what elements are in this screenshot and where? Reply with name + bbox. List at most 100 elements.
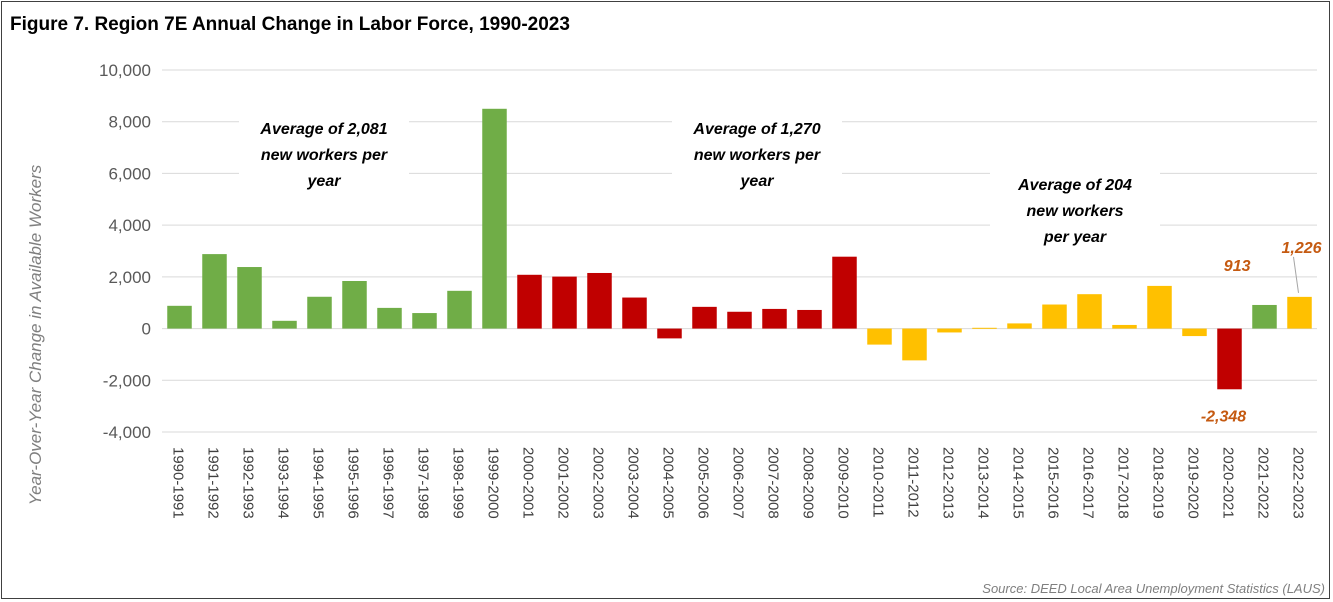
period-average-note: Average of 1,270 new workers per year <box>672 114 842 196</box>
note-line: new workers per <box>261 147 388 164</box>
leader-line <box>1293 256 1299 293</box>
bar <box>762 308 787 329</box>
bar <box>1217 328 1242 390</box>
y-tick-label: 8,000 <box>108 113 151 132</box>
bar <box>1007 323 1032 329</box>
x-tick-label: 2014-2015 <box>1010 447 1027 519</box>
x-tick-label: 1999-2000 <box>485 447 502 519</box>
note-line: per year <box>1043 229 1107 246</box>
note-background <box>672 114 842 196</box>
data-label: 913 <box>1224 258 1251 275</box>
x-tick-label: 1993-1994 <box>275 447 292 519</box>
note-line: new workers per <box>694 147 821 164</box>
bar <box>342 280 367 329</box>
bar <box>937 328 962 333</box>
bar <box>237 267 262 329</box>
y-tick-label: -2,000 <box>103 371 151 390</box>
bar <box>1077 294 1102 329</box>
y-tick-label: -4,000 <box>103 423 151 442</box>
bar <box>447 290 472 329</box>
bar <box>1182 328 1207 337</box>
bar <box>167 305 192 329</box>
bar <box>412 313 437 329</box>
note-line: Average of 1,270 <box>692 121 820 138</box>
bar <box>832 256 857 329</box>
note-background <box>239 114 409 196</box>
data-labels: -2,348 913 1,226 <box>1201 240 1322 425</box>
x-tick-label: 1995-1996 <box>345 447 362 519</box>
bar <box>1147 285 1172 329</box>
x-tick-label: 2008-2009 <box>800 447 817 519</box>
x-axis-tick-labels: 1990-1991 1991-1992 1992-1993 1993-1994 1994… <box>170 447 1307 519</box>
x-tick-label: 2017-2018 <box>1115 447 1132 519</box>
y-tick-label: 2,000 <box>108 268 151 287</box>
x-tick-label: 1991-1992 <box>205 447 222 519</box>
x-tick-label: 1992-1993 <box>240 447 257 519</box>
bar <box>657 328 682 339</box>
bar <box>552 276 577 329</box>
x-tick-label: 2011-2012 <box>905 447 922 518</box>
x-tick-label: 1990-1991 <box>170 447 187 519</box>
x-tick-label: 2002-2003 <box>590 447 607 519</box>
x-tick-label: 2015-2016 <box>1045 447 1062 519</box>
x-tick-label: 2004-2005 <box>660 447 677 519</box>
bar <box>1252 304 1277 329</box>
x-tick-label: 2001-2002 <box>555 447 572 519</box>
x-tick-label: 1996-1997 <box>380 447 397 519</box>
x-tick-label: 2020-2021 <box>1220 447 1237 519</box>
x-tick-label: 2013-2014 <box>975 447 992 519</box>
note-line: Average of 2,081 <box>259 121 387 138</box>
bar <box>727 311 752 329</box>
note-line: year <box>307 173 342 190</box>
note-line: Average of 204 <box>1017 177 1132 194</box>
chart-title: Figure 7. Region 7E Annual Change in Lab… <box>10 14 570 35</box>
y-axis-label: Year-Over-Year Change in Available Worke… <box>26 164 45 505</box>
x-tick-label: 1997-1998 <box>415 447 432 519</box>
x-tick-label: 2010-2011 <box>870 447 887 518</box>
x-tick-label: 2009-2010 <box>835 447 852 519</box>
bar <box>692 306 717 329</box>
y-tick-label: 0 <box>142 320 151 339</box>
x-tick-label: 1994-1995 <box>310 447 327 519</box>
source-note: Source: DEED Local Area Unemployment Sta… <box>982 581 1325 596</box>
bar-series <box>167 108 1312 390</box>
x-tick-label: 2005-2006 <box>695 447 712 519</box>
bar <box>587 272 612 329</box>
bar <box>482 108 507 329</box>
period-average-note: Average of 2,081 new workers per year <box>239 114 409 196</box>
x-tick-label: 2019-2020 <box>1185 447 1202 519</box>
bar <box>1112 324 1137 329</box>
x-tick-label: 2000-2001 <box>520 447 537 519</box>
period-average-note: Average of 204 new workers per year <box>990 170 1160 252</box>
note-line: new workers <box>1027 203 1124 220</box>
bar <box>622 297 647 329</box>
data-label: -2,348 <box>1201 408 1246 425</box>
x-tick-label: 2018-2019 <box>1150 447 1167 519</box>
note-background <box>990 170 1160 252</box>
x-tick-label: 2003-2004 <box>625 447 642 519</box>
bar <box>202 254 227 329</box>
note-line: year <box>740 173 775 190</box>
bar <box>272 320 297 329</box>
bar <box>517 274 542 329</box>
x-tick-label: 1998-1999 <box>450 447 467 519</box>
bar <box>867 328 892 345</box>
x-tick-label: 2007-2008 <box>765 447 782 519</box>
x-tick-label: 2016-2017 <box>1080 447 1097 519</box>
bar <box>902 328 927 361</box>
bar <box>972 327 997 329</box>
y-axis-tick-labels: 10,000 8,000 6,000 4,000 2,000 0 -2,000 -4,000 <box>99 61 151 442</box>
x-tick-label: 2021-2022 <box>1255 447 1272 519</box>
y-tick-label: 4,000 <box>108 216 151 235</box>
bar <box>1042 304 1067 329</box>
bar <box>797 309 822 329</box>
y-tick-label: 10,000 <box>99 61 151 80</box>
bar <box>377 307 402 329</box>
bar <box>1287 296 1312 329</box>
x-tick-label: 2012-2013 <box>940 447 957 519</box>
bar <box>307 296 332 329</box>
x-tick-label: 2006-2007 <box>730 447 747 519</box>
y-tick-label: 6,000 <box>108 164 151 183</box>
